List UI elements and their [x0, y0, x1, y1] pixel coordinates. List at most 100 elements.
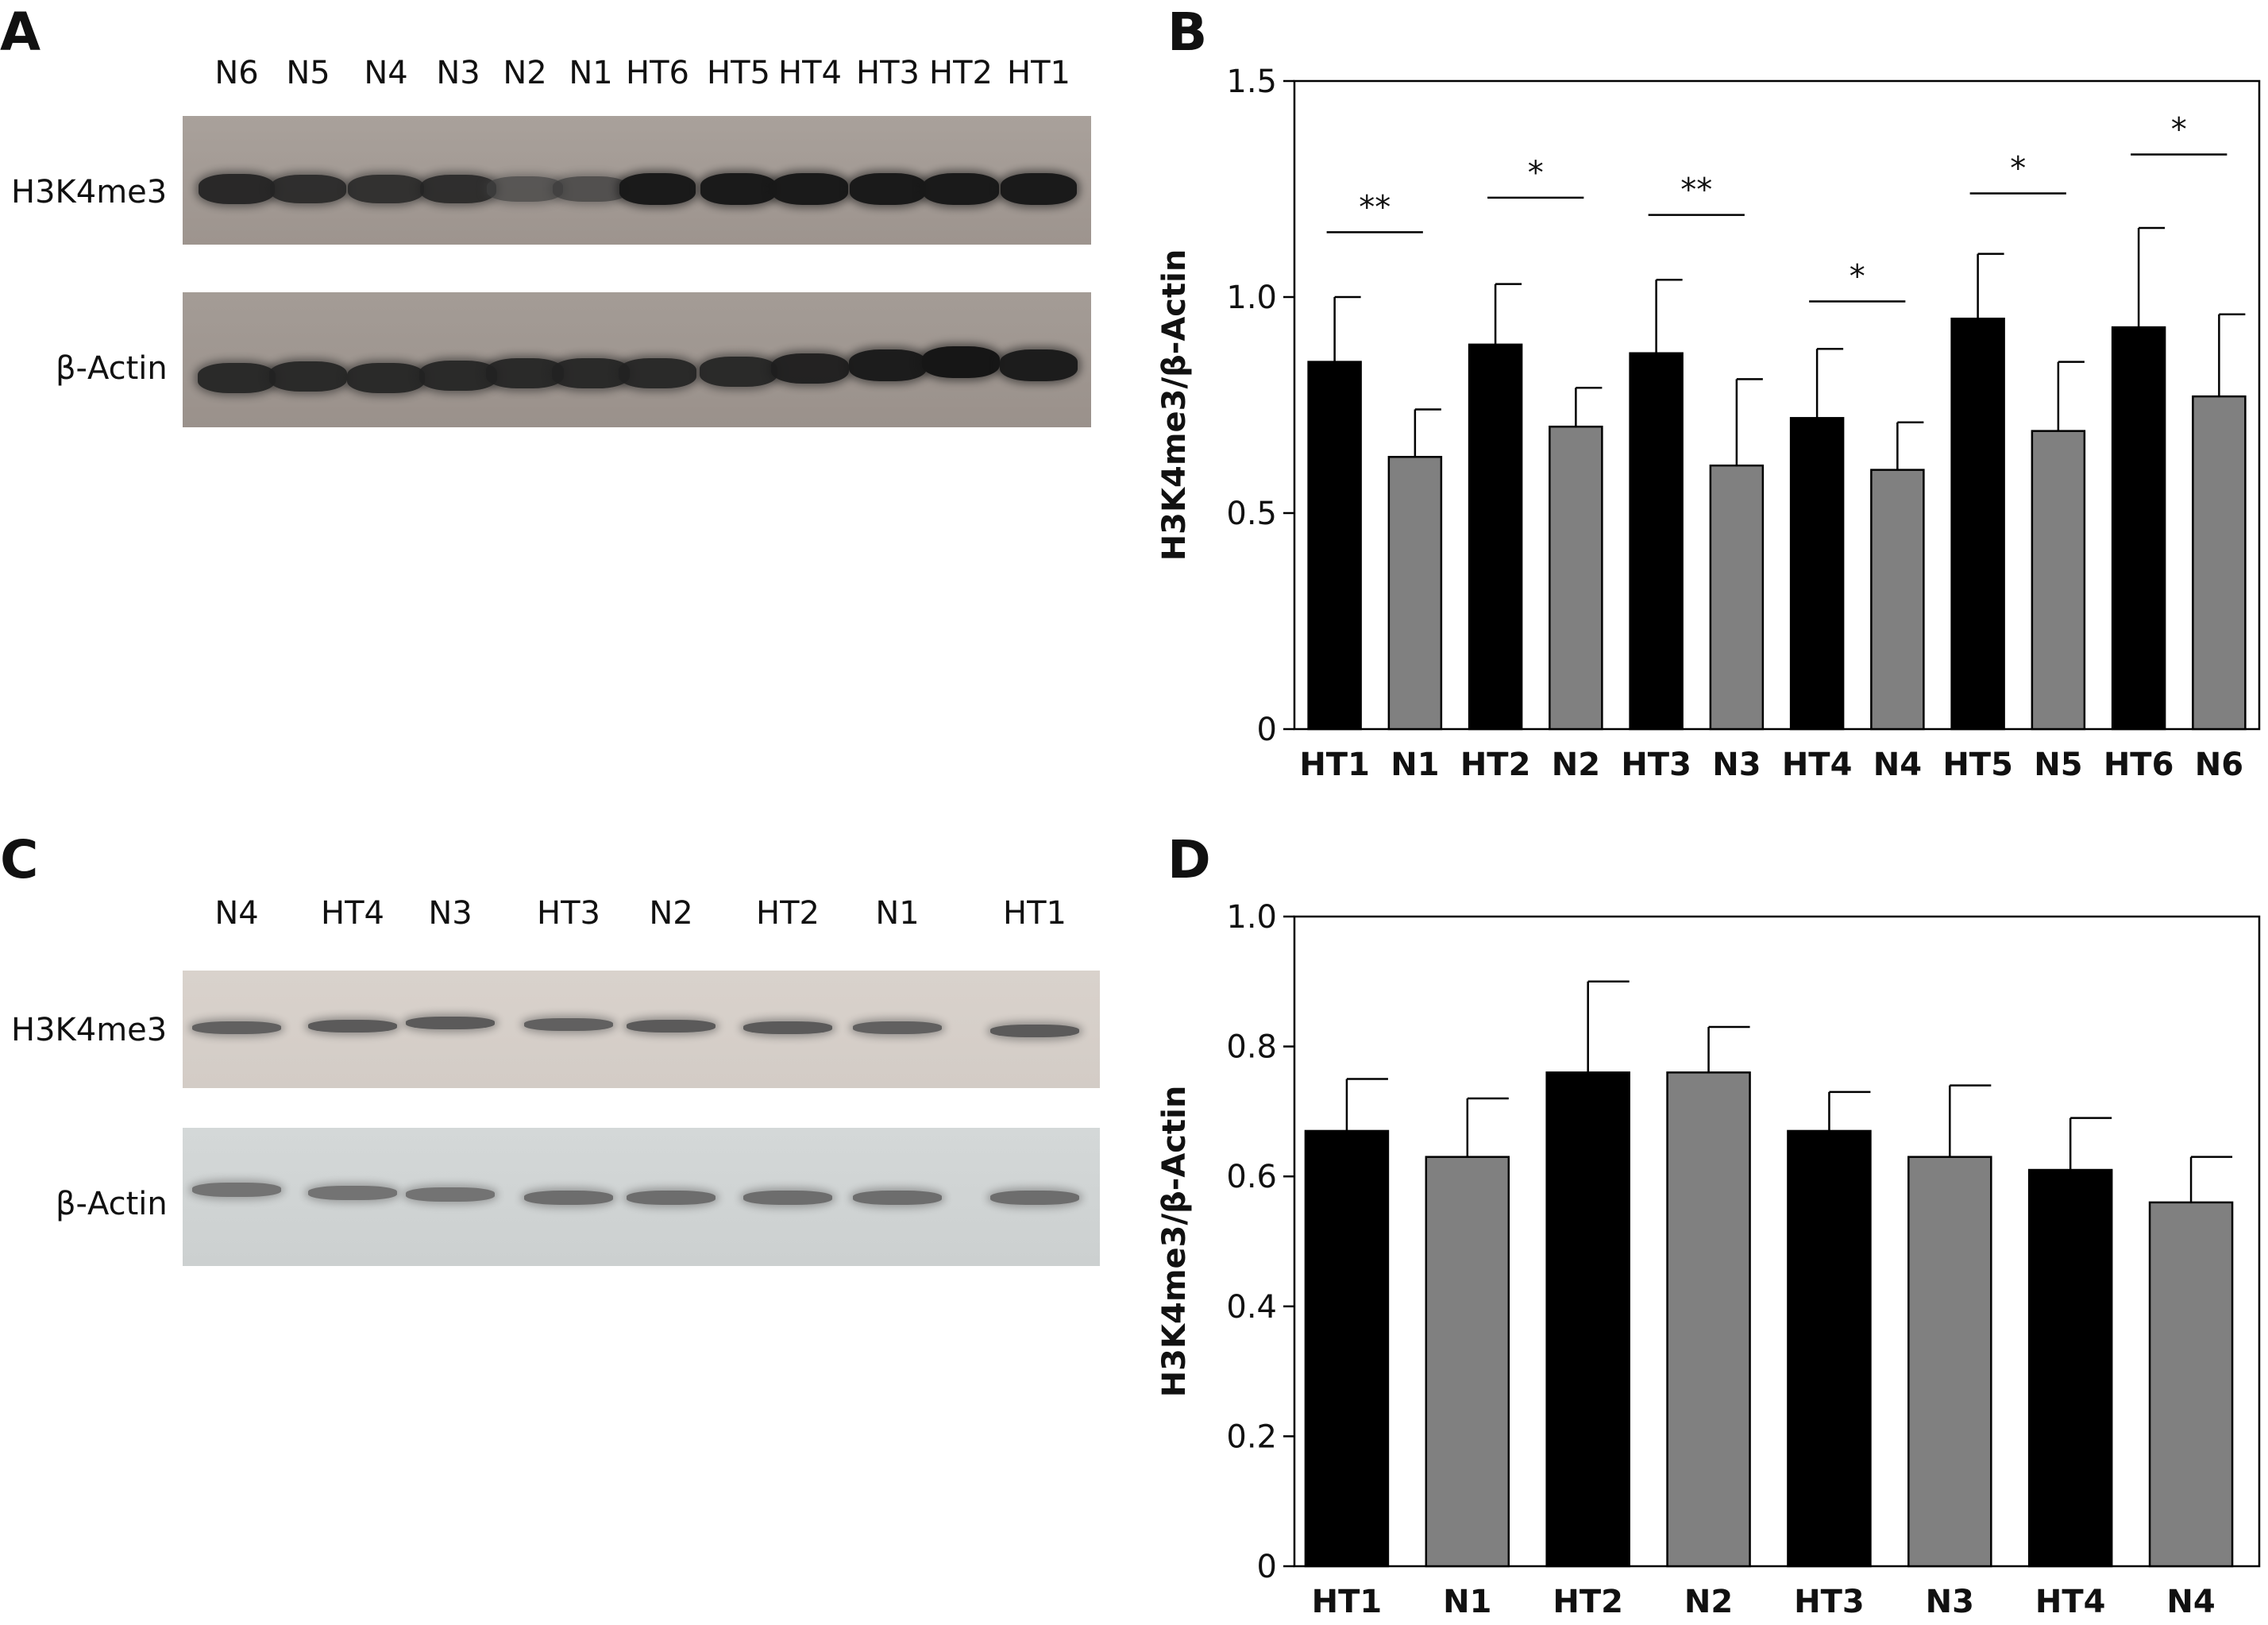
- blot-c-lane-label: N2: [649, 895, 693, 932]
- actin-a-band: [347, 363, 425, 393]
- blot-a-lane-label: N1: [569, 55, 613, 91]
- blot-c-lane-label: HT3: [537, 895, 600, 932]
- blot-a-lane-label: N4: [364, 55, 408, 91]
- h3k4me3-a-band: [487, 176, 563, 202]
- bar: [2111, 326, 2166, 731]
- h3k4me3-a-band: [1001, 173, 1077, 205]
- h3k4me3-c-band: [406, 1016, 495, 1030]
- actin-a-band: [198, 363, 276, 393]
- bar: [1304, 1129, 1390, 1568]
- actin-a-band: [849, 349, 927, 381]
- actin-c-band: [853, 1190, 942, 1206]
- x-tick-label: N5: [2034, 747, 2082, 783]
- h3k4me3-c-band: [853, 1021, 942, 1035]
- blot-actin-a: [183, 292, 1091, 427]
- y-tick-label: 0.4: [1226, 1289, 1277, 1326]
- y-tick-label: 0.8: [1226, 1029, 1277, 1066]
- actin-c-band: [743, 1190, 832, 1206]
- bar: [1425, 1156, 1510, 1568]
- blot-c-lane-label: N4: [214, 895, 259, 932]
- significance-marker: **: [1680, 172, 1712, 209]
- x-tick-label: N2: [1552, 747, 1600, 783]
- h3k4me3-c-band: [743, 1021, 832, 1035]
- h3k4me3-a-band: [348, 174, 424, 204]
- h3k4me3-c-band: [627, 1019, 716, 1033]
- blot-c-lane-label: N1: [875, 895, 920, 932]
- y-tick-label: 1.5: [1226, 64, 1277, 100]
- bar: [1387, 456, 1443, 731]
- y-axis-label: H3K4me3/β-Actin: [1156, 249, 1193, 562]
- blot-a-lane-label: N5: [286, 55, 330, 91]
- significance-marker: *: [1850, 258, 1865, 295]
- actin-a-band: [922, 346, 1000, 378]
- h3k4me3-c-band: [308, 1019, 397, 1033]
- bar: [2031, 430, 2086, 731]
- x-tick-label: N4: [1873, 747, 1922, 783]
- x-tick-label: N3: [1926, 1584, 1974, 1620]
- blot-h3k4me3-c: [183, 971, 1100, 1088]
- bar: [1787, 1129, 1872, 1568]
- blot-a-lane-label: HT5: [707, 55, 770, 91]
- x-tick-label: N4: [2166, 1584, 2215, 1620]
- x-tick-label: N1: [1390, 747, 1439, 783]
- actin-c-band: [192, 1182, 281, 1198]
- actin-a-band: [269, 361, 347, 392]
- h3k4me3-c-band: [524, 1017, 613, 1032]
- blot-a-lane-label: HT1: [1007, 55, 1070, 91]
- blot-c-lane-label: HT1: [1003, 895, 1066, 932]
- actin-c-band: [308, 1185, 397, 1201]
- x-tick-label: HT2: [1552, 1584, 1623, 1620]
- x-tick-label: N6: [2195, 747, 2243, 783]
- x-tick-label: N3: [1712, 747, 1761, 783]
- x-tick-label: N1: [1443, 1584, 1491, 1620]
- panel-label-c: C: [0, 829, 39, 890]
- bar: [1789, 417, 1845, 731]
- blot-a-lane-label: HT4: [778, 55, 842, 91]
- h3k4me3-a-band: [553, 176, 629, 202]
- actin-a-band: [1000, 349, 1078, 381]
- chart-d: 0 0.2 0.4 0.6 0.8 1.0 H3K4me3/β-Actin HT1 N1 HT2 N…: [1156, 899, 2261, 1620]
- significance-marker: *: [2171, 111, 2187, 148]
- h3k4me3-c-band: [990, 1024, 1079, 1038]
- h3k4me3-a-band: [850, 173, 926, 205]
- x-tick-label: HT4: [2035, 1584, 2106, 1620]
- bar: [1468, 343, 1523, 731]
- plot-frame: [1293, 915, 2261, 1568]
- blot-a-lane-label: N6: [214, 55, 259, 91]
- significance-marker: *: [1528, 155, 1544, 191]
- h3k4me3-a-band: [270, 174, 346, 204]
- blot-c-lane-label: N3: [428, 895, 472, 932]
- h3k4me3-a-band: [772, 173, 848, 205]
- x-tick-label: N2: [1684, 1584, 1733, 1620]
- x-tick-label: HT4: [1782, 747, 1853, 783]
- actin-a-band: [552, 358, 630, 388]
- actin-c-band: [524, 1190, 613, 1206]
- bar: [2192, 395, 2247, 731]
- blot-h3k4me3-a: [183, 116, 1091, 245]
- bar: [1629, 352, 1684, 731]
- blot-a-lane-label: N2: [503, 55, 547, 91]
- actin-a-band: [771, 353, 849, 384]
- x-tick-label: HT3: [1794, 1584, 1865, 1620]
- actin-c-band: [627, 1190, 716, 1206]
- bar: [1950, 317, 2005, 731]
- x-tick-label: HT6: [2104, 747, 2174, 783]
- h3k4me3-a-band: [923, 173, 999, 205]
- y-tick-label: 1.0: [1226, 280, 1277, 316]
- bar: [1907, 1156, 1992, 1568]
- blot-c-lane-label: HT2: [756, 895, 820, 932]
- row-label-h3k4me3-c: H3K4me3: [11, 1012, 168, 1048]
- h3k4me3-c-band: [192, 1021, 281, 1035]
- actin-a-band: [486, 358, 564, 388]
- row-label-actin-c: β-Actin: [56, 1186, 168, 1222]
- plot-frame: [1293, 79, 2261, 731]
- bar: [1549, 425, 1603, 731]
- y-tick-label: 0: [1257, 1549, 1277, 1585]
- y-tick-label: 1.0: [1226, 899, 1277, 936]
- h3k4me3-a-band: [619, 173, 696, 205]
- actin-a-band: [419, 361, 497, 391]
- blot-a-lane-label: HT2: [929, 55, 993, 91]
- x-tick-label: HT1: [1299, 747, 1370, 783]
- y-tick-label: 0.2: [1226, 1418, 1277, 1455]
- y-tick-label: 0.6: [1226, 1159, 1277, 1195]
